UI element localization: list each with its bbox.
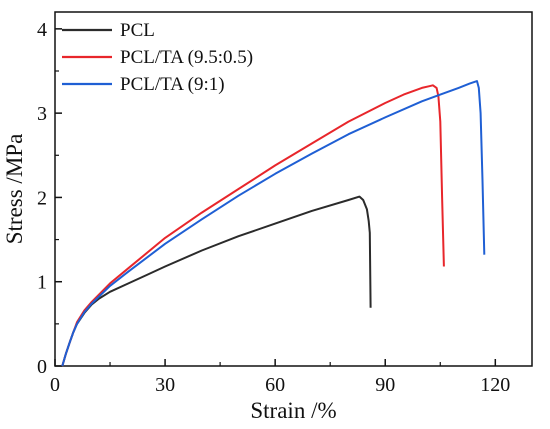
legend-label-1: PCL xyxy=(120,20,155,41)
y-tick-label: 3 xyxy=(37,103,47,125)
y-tick-label: 1 xyxy=(37,272,47,294)
series-line-1 xyxy=(61,195,372,367)
legend-label-2: PCL/TA (9.5:0.5) xyxy=(120,47,253,68)
x-tick-label: 90 xyxy=(375,374,395,396)
legend: PCL PCL/TA (9.5:0.5) PCL/TA (9:1) xyxy=(62,20,253,95)
x-tick-label: 30 xyxy=(155,374,175,396)
series-layer xyxy=(61,80,486,367)
x-tick-label: 120 xyxy=(480,374,510,396)
series-line-3 xyxy=(61,80,486,367)
legend-label-3: PCL/TA (9:1) xyxy=(120,74,225,95)
x-tick-label: 0 xyxy=(50,374,60,396)
y-tick-label: 4 xyxy=(37,19,47,41)
x-axis: 0 30 60 90 120 xyxy=(50,359,510,396)
y-axis: 0 1 2 3 4 xyxy=(37,19,62,378)
series-line-2 xyxy=(61,84,445,367)
plot-area xyxy=(54,11,533,367)
x-axis-title: Strain /% xyxy=(250,398,336,423)
plot-border xyxy=(54,11,533,367)
y-tick-label: 0 xyxy=(37,356,47,378)
y-tick-label: 2 xyxy=(37,187,47,209)
y-axis-title: Stress /MPa xyxy=(2,134,27,245)
x-tick-label: 60 xyxy=(265,374,285,396)
